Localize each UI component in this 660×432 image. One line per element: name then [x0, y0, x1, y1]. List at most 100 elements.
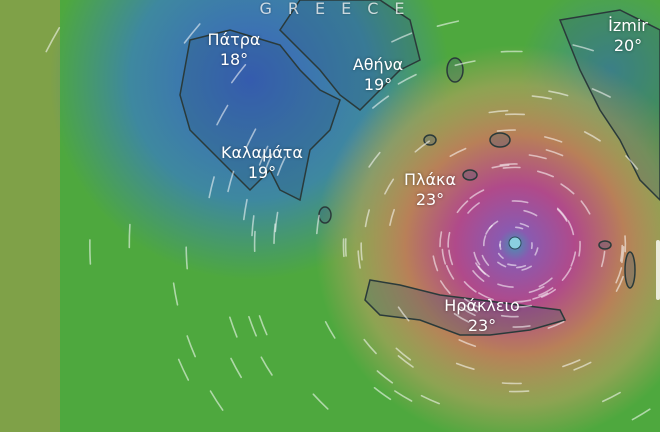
wind-streak — [515, 226, 524, 230]
wind-streak — [502, 166, 521, 169]
wind-streak — [460, 306, 476, 317]
wind-streak — [360, 242, 363, 261]
wind-streak — [229, 316, 238, 338]
wind-streak — [514, 304, 532, 308]
wind-streak — [258, 145, 269, 166]
wind-streak — [481, 254, 490, 266]
wind-streak — [449, 147, 467, 157]
island — [624, 251, 636, 289]
wind-streak — [534, 247, 539, 256]
island — [462, 169, 478, 181]
city-label-plaka[interactable]: Πλάκα 23° — [404, 170, 456, 210]
wind-streak — [384, 178, 395, 195]
wind-streak — [186, 335, 196, 358]
wind-streak — [467, 202, 480, 214]
wind-streak — [453, 312, 470, 323]
wind-streak — [561, 267, 572, 281]
wind-streak — [243, 198, 248, 221]
wind-streak — [432, 255, 439, 272]
wind-streak — [572, 44, 594, 52]
wind-streak — [208, 176, 215, 199]
wind-streak — [497, 252, 504, 259]
city-label-patra[interactable]: Πάτρα 18° — [208, 30, 261, 70]
wind-streak — [548, 90, 569, 97]
wind-streak — [274, 211, 279, 233]
crete — [364, 279, 567, 336]
wind-streak — [373, 387, 392, 401]
wind-streak — [473, 251, 481, 266]
city-temp: 23° — [467, 316, 497, 335]
city-temp: 20° — [613, 36, 643, 55]
wind-streak — [230, 357, 242, 379]
wind-streak — [441, 248, 447, 265]
wind-streak — [368, 151, 381, 168]
wind-streak — [128, 223, 131, 249]
wind-streak — [538, 277, 553, 288]
wind-streak — [545, 149, 564, 157]
wind-streak — [583, 131, 601, 142]
city-label-izmir[interactable]: İzmir 20° — [608, 16, 648, 56]
wind-streak — [324, 321, 336, 339]
wind-streak — [621, 246, 625, 264]
wind-streak — [312, 393, 329, 410]
island — [318, 206, 332, 224]
wind-streak — [497, 283, 514, 288]
wind-streak — [478, 292, 494, 301]
wind-streak — [496, 129, 516, 132]
island — [598, 240, 612, 250]
island — [489, 132, 511, 148]
wind-streak — [570, 251, 577, 267]
wind-streak — [183, 23, 201, 44]
wind-streak — [537, 170, 554, 178]
city-label-irakleio[interactable]: Ηράκλειο 23° — [444, 296, 519, 336]
wind-streak — [477, 265, 490, 278]
wind-streak — [602, 391, 621, 403]
wind-streak — [454, 60, 476, 67]
wind-streak — [185, 246, 188, 270]
wind-streak — [500, 314, 519, 318]
wind-streak — [619, 244, 623, 262]
wind-streak — [445, 264, 455, 280]
wind-streak — [45, 27, 61, 53]
wind-streak — [523, 209, 538, 217]
wind-streak — [397, 306, 410, 322]
wind-streak — [316, 214, 320, 235]
wind-streak — [172, 282, 179, 306]
coastlines — [179, 0, 660, 336]
wind-streak — [516, 264, 527, 269]
wind-streak — [231, 64, 247, 84]
wind-streak — [573, 361, 592, 371]
city-temp: 18° — [219, 50, 249, 69]
city-temp: 19° — [247, 163, 277, 182]
wind-streak — [439, 280, 451, 295]
scrollbar[interactable] — [656, 240, 660, 300]
wind-streak — [397, 355, 414, 368]
wind-streak — [357, 250, 361, 269]
city-label-kalamata[interactable]: Καλαμάτα 19° — [221, 143, 303, 183]
wind-streak — [485, 224, 493, 235]
wind-streak — [463, 298, 479, 308]
peloponnese — [179, 29, 341, 202]
turkey-coast — [558, 9, 660, 202]
city-name: İzmir — [608, 16, 648, 35]
wind-streak — [216, 104, 229, 126]
wind-streak — [540, 288, 556, 298]
wind-streak — [472, 270, 485, 282]
wind-streak — [273, 223, 276, 245]
cyclone-eye — [508, 236, 522, 250]
wind-streak — [447, 231, 451, 248]
wind-streak — [544, 136, 563, 143]
wind-streak — [389, 208, 395, 226]
city-temp: 23° — [415, 190, 445, 209]
wind-particles — [45, 20, 651, 421]
wind-streak — [364, 209, 370, 228]
city-name: Πλάκα — [403, 170, 457, 189]
wind-streak — [258, 315, 268, 336]
city-label-athina[interactable]: Αθήνα 19° — [353, 55, 403, 95]
wind-streak — [615, 275, 624, 292]
wind-streak — [463, 281, 477, 293]
wind-streak — [625, 155, 639, 170]
wind-streak — [363, 338, 377, 355]
wind-streak — [538, 287, 554, 296]
